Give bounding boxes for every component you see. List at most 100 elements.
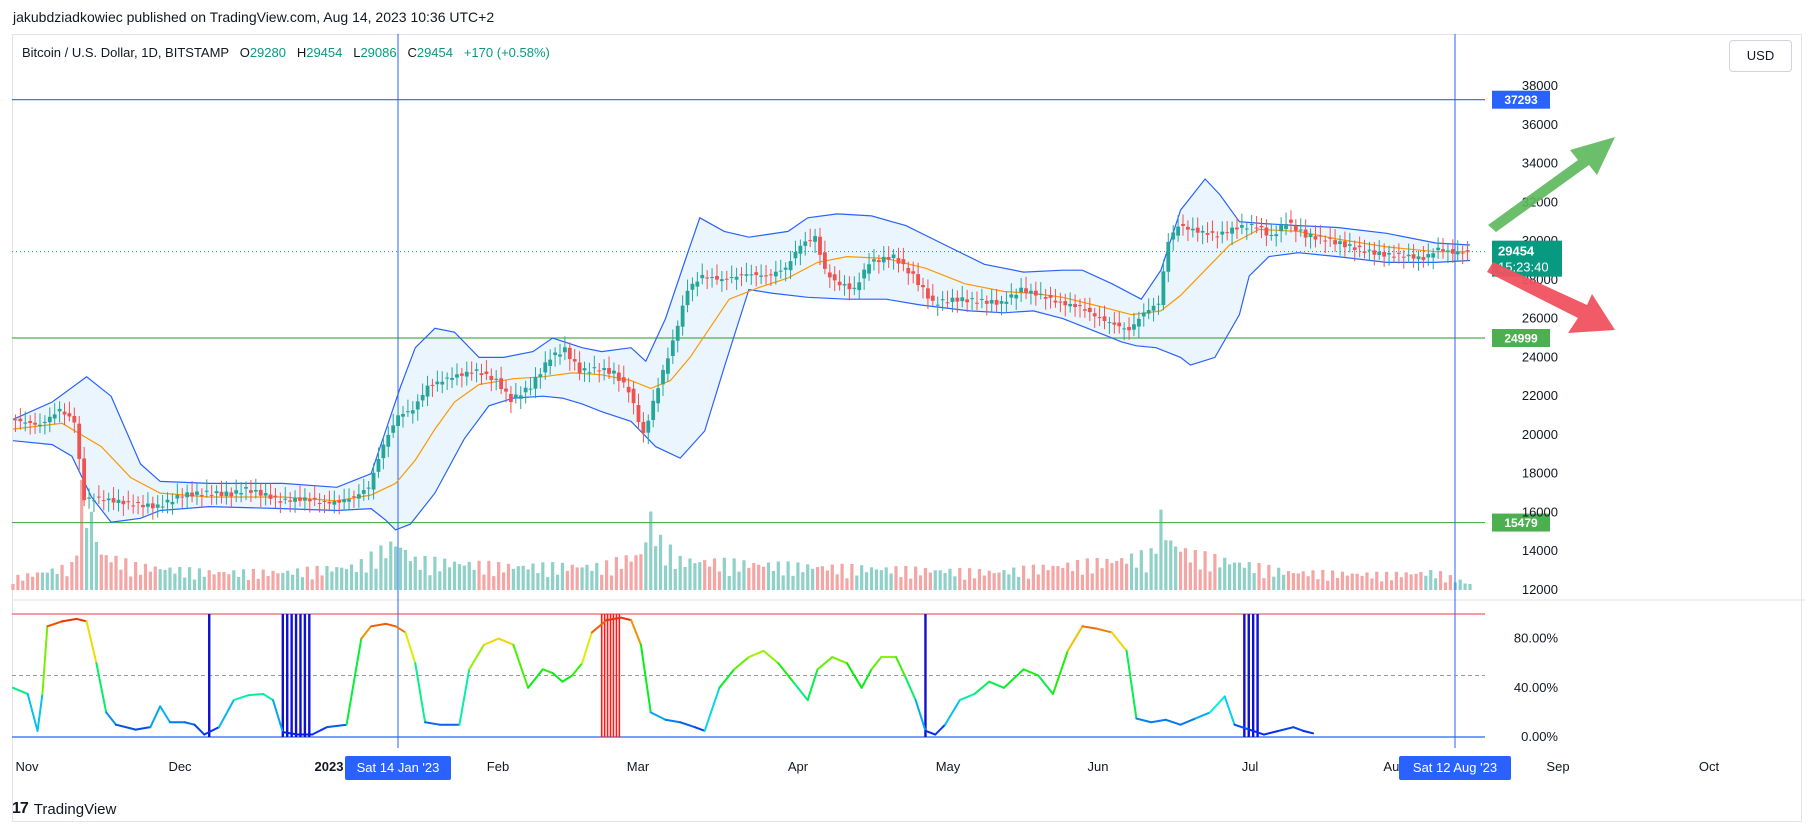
volume-bar [1071,571,1075,590]
candle-body [1146,309,1151,314]
volume-bar [379,545,383,590]
tradingview-logo-icon[interactable]: 17 [12,800,29,817]
oscillator-line-segment [792,680,809,702]
oscillator-axis-tick: 0.00% [1521,729,1558,744]
volume-bar [1414,573,1418,590]
volume-bar [227,574,231,590]
time-axis-label: Sep [1546,759,1569,774]
candle-body [1436,247,1441,251]
candle-body [881,256,886,263]
volume-bar [359,559,363,590]
candle-body [930,295,935,301]
candle-body [661,369,665,385]
oscillator-line-segment [325,723,348,729]
candle-body [401,413,405,417]
candle-body [366,487,371,489]
volume-bar [1183,548,1188,590]
volume-bar [1237,562,1242,590]
currency-button[interactable]: USD [1729,40,1792,72]
candle-body [175,495,180,499]
volume-bar [413,556,417,590]
candle-body [1200,230,1205,233]
symbol-name: Bitcoin / U.S. Dollar, 1D, BITSTAMP [22,45,229,60]
volume-bar [1110,563,1114,590]
volume-bar [1223,557,1227,590]
oscillator-line-segment [1066,625,1084,652]
candle-body [901,259,906,265]
candle-body [1190,228,1195,231]
volume-bar [443,558,447,590]
candle-body [690,283,695,290]
volume-bar [722,557,726,590]
candle-body [1298,229,1303,231]
candle-body [523,387,528,393]
candle-body [410,410,415,414]
volume-bar [688,558,692,590]
volume-bar [472,569,476,590]
candle-body [1421,256,1426,260]
candle-body [28,420,33,424]
candle-body [425,385,430,397]
candle-body [822,252,827,269]
candle-body [876,260,881,263]
oscillator-line-segment [762,649,780,665]
volume-bar [1124,563,1129,590]
volume-bar [109,562,113,590]
volume-bar [134,562,138,590]
candle-body [361,490,366,494]
candle-body [1102,316,1107,321]
candle-body [204,490,209,492]
footer-brand[interactable]: TradingView [33,800,117,818]
candle-body [293,498,297,502]
candle-body [940,299,945,301]
up-arrow-icon [1488,137,1615,232]
volume-bar [168,567,172,590]
candle-body [121,500,126,505]
candle-body [234,490,239,494]
hline-badge-label: 24999 [1504,332,1538,346]
volume-bar [1438,571,1443,590]
candle-body [499,378,504,390]
oscillator-line-segment [551,672,564,683]
candle-body [1048,294,1053,298]
candle-body [1038,293,1043,295]
published-header: jakubdziadkowiec published on TradingVie… [13,9,495,25]
candle-body [1141,312,1146,317]
candle-body [1279,224,1284,232]
oscillator-line-segment [581,631,593,665]
candle-body [970,298,974,300]
candle-body [975,302,979,304]
volume-bar [173,573,177,590]
volume-bar [845,578,849,590]
symbol-legend: Bitcoin / U.S. Dollar, 1D, BITSTAMP O292… [22,45,550,60]
volume-bar [864,572,869,590]
volume-bar [830,564,834,590]
candle-body [1078,305,1082,307]
candle-body [489,375,494,381]
candle-body [778,270,783,272]
open-label: O [239,45,250,60]
volume-bar [850,564,854,590]
volume-bar [384,558,388,590]
oscillator-axis-tick: 40.00% [1514,680,1559,695]
volume-bar [477,560,481,590]
candle-body [827,272,832,278]
volume-bar [546,577,550,590]
candle-body [921,285,925,288]
volume-bar [438,571,442,590]
candle-body [1004,301,1009,304]
volume-bar [1301,571,1305,590]
volume-bar [737,571,741,590]
volume-bar [531,563,535,590]
candle-body [857,282,862,291]
candle-body [1416,256,1421,260]
chart-frame[interactable] [12,34,1802,822]
close-value: 29454 [416,45,453,60]
volume-bar [1159,509,1163,590]
volume-bar [1247,562,1251,590]
candle-body [739,274,744,276]
oscillator-line-segment [1096,627,1113,634]
oscillator-line-segment [1150,718,1167,724]
candle-body [347,499,351,502]
